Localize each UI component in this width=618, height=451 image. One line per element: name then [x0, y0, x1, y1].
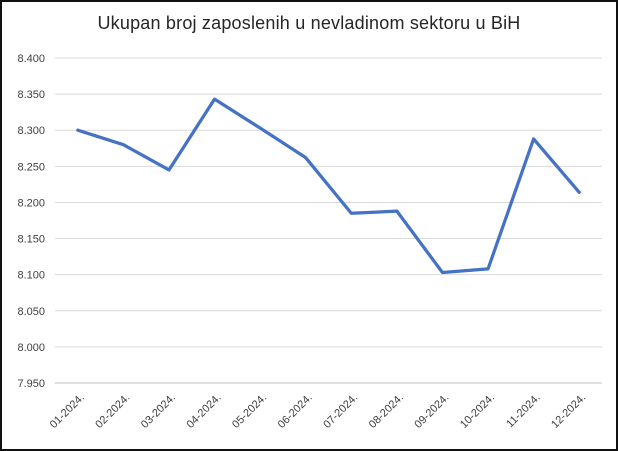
data-series-line	[76, 97, 581, 275]
y-axis-tick-label: 8.100	[17, 270, 45, 282]
x-axis-tick-label: 04-2024.	[184, 392, 223, 431]
x-axis-tick-label: 08-2024.	[367, 392, 406, 431]
x-axis-tick-label: 12-2024.	[549, 392, 588, 431]
x-axis-tick-label: 05-2024.	[230, 392, 269, 431]
x-axis-tick-label: 11-2024.	[504, 392, 543, 431]
y-axis-tick-label: 8.150	[17, 234, 45, 246]
x-axis-tick-label: 06-2024.	[276, 392, 315, 431]
x-axis-tick-label: 01-2024.	[48, 392, 87, 431]
y-axis-tick-label: 8.050	[17, 306, 45, 318]
x-axis-tick-label: 03-2024.	[139, 392, 178, 431]
x-axis-tick-label: 02-2024.	[93, 392, 132, 431]
y-axis-tick-label: 8.350	[17, 89, 45, 101]
chart-title: Ukupan broj zaposlenih u nevladinom sekt…	[97, 13, 521, 33]
y-axis-tick-label: 8.400	[17, 53, 45, 65]
y-axis-tick-label: 8.300	[17, 125, 45, 137]
y-axis-tick-label: 7.950	[17, 378, 45, 390]
y-axis-tick-label: 8.200	[17, 197, 45, 209]
y-axis-tick-label: 8.250	[17, 161, 45, 173]
x-axis-tick-label: 10-2024.	[458, 392, 497, 431]
x-axis-tick-label: 07-2024.	[321, 392, 360, 431]
y-axis-tick-label: 8.000	[17, 342, 45, 354]
x-axis-tick-label: 09-2024.	[412, 392, 451, 431]
